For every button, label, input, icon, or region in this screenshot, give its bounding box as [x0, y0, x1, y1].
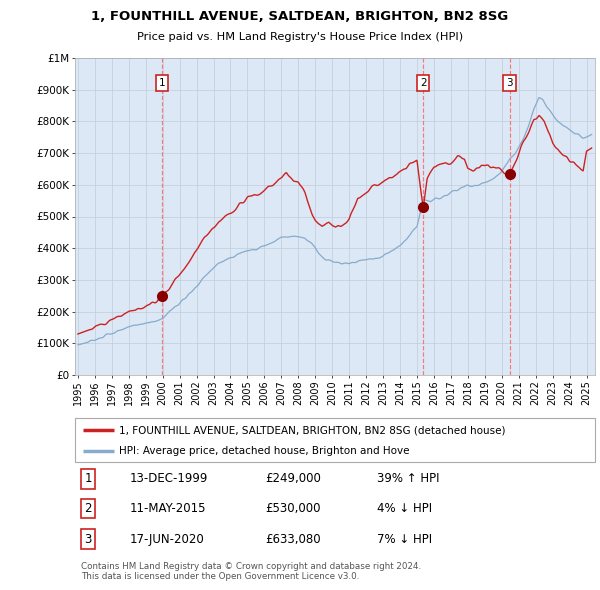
Text: £249,000: £249,000 [265, 473, 320, 486]
Text: 11-MAY-2015: 11-MAY-2015 [130, 502, 206, 515]
Text: 7% ↓ HPI: 7% ↓ HPI [377, 533, 432, 546]
Text: £633,080: £633,080 [265, 533, 320, 546]
Text: 39% ↑ HPI: 39% ↑ HPI [377, 473, 439, 486]
Text: 4% ↓ HPI: 4% ↓ HPI [377, 502, 432, 515]
Text: 3: 3 [506, 78, 513, 88]
Text: 2: 2 [420, 78, 427, 88]
Text: £530,000: £530,000 [265, 502, 320, 515]
Text: 2: 2 [84, 502, 92, 515]
Text: HPI: Average price, detached house, Brighton and Hove: HPI: Average price, detached house, Brig… [119, 446, 410, 456]
Text: Price paid vs. HM Land Registry's House Price Index (HPI): Price paid vs. HM Land Registry's House … [137, 32, 463, 42]
Text: 1: 1 [84, 473, 92, 486]
Text: 3: 3 [85, 533, 92, 546]
Text: 1, FOUNTHILL AVENUE, SALTDEAN, BRIGHTON, BN2 8SG: 1, FOUNTHILL AVENUE, SALTDEAN, BRIGHTON,… [91, 10, 509, 23]
Text: 17-JUN-2020: 17-JUN-2020 [130, 533, 205, 546]
Text: 1, FOUNTHILL AVENUE, SALTDEAN, BRIGHTON, BN2 8SG (detached house): 1, FOUNTHILL AVENUE, SALTDEAN, BRIGHTON,… [119, 425, 506, 435]
Text: 1: 1 [158, 78, 165, 88]
Text: Contains HM Land Registry data © Crown copyright and database right 2024.
This d: Contains HM Land Registry data © Crown c… [81, 562, 421, 581]
Text: 13-DEC-1999: 13-DEC-1999 [130, 473, 208, 486]
